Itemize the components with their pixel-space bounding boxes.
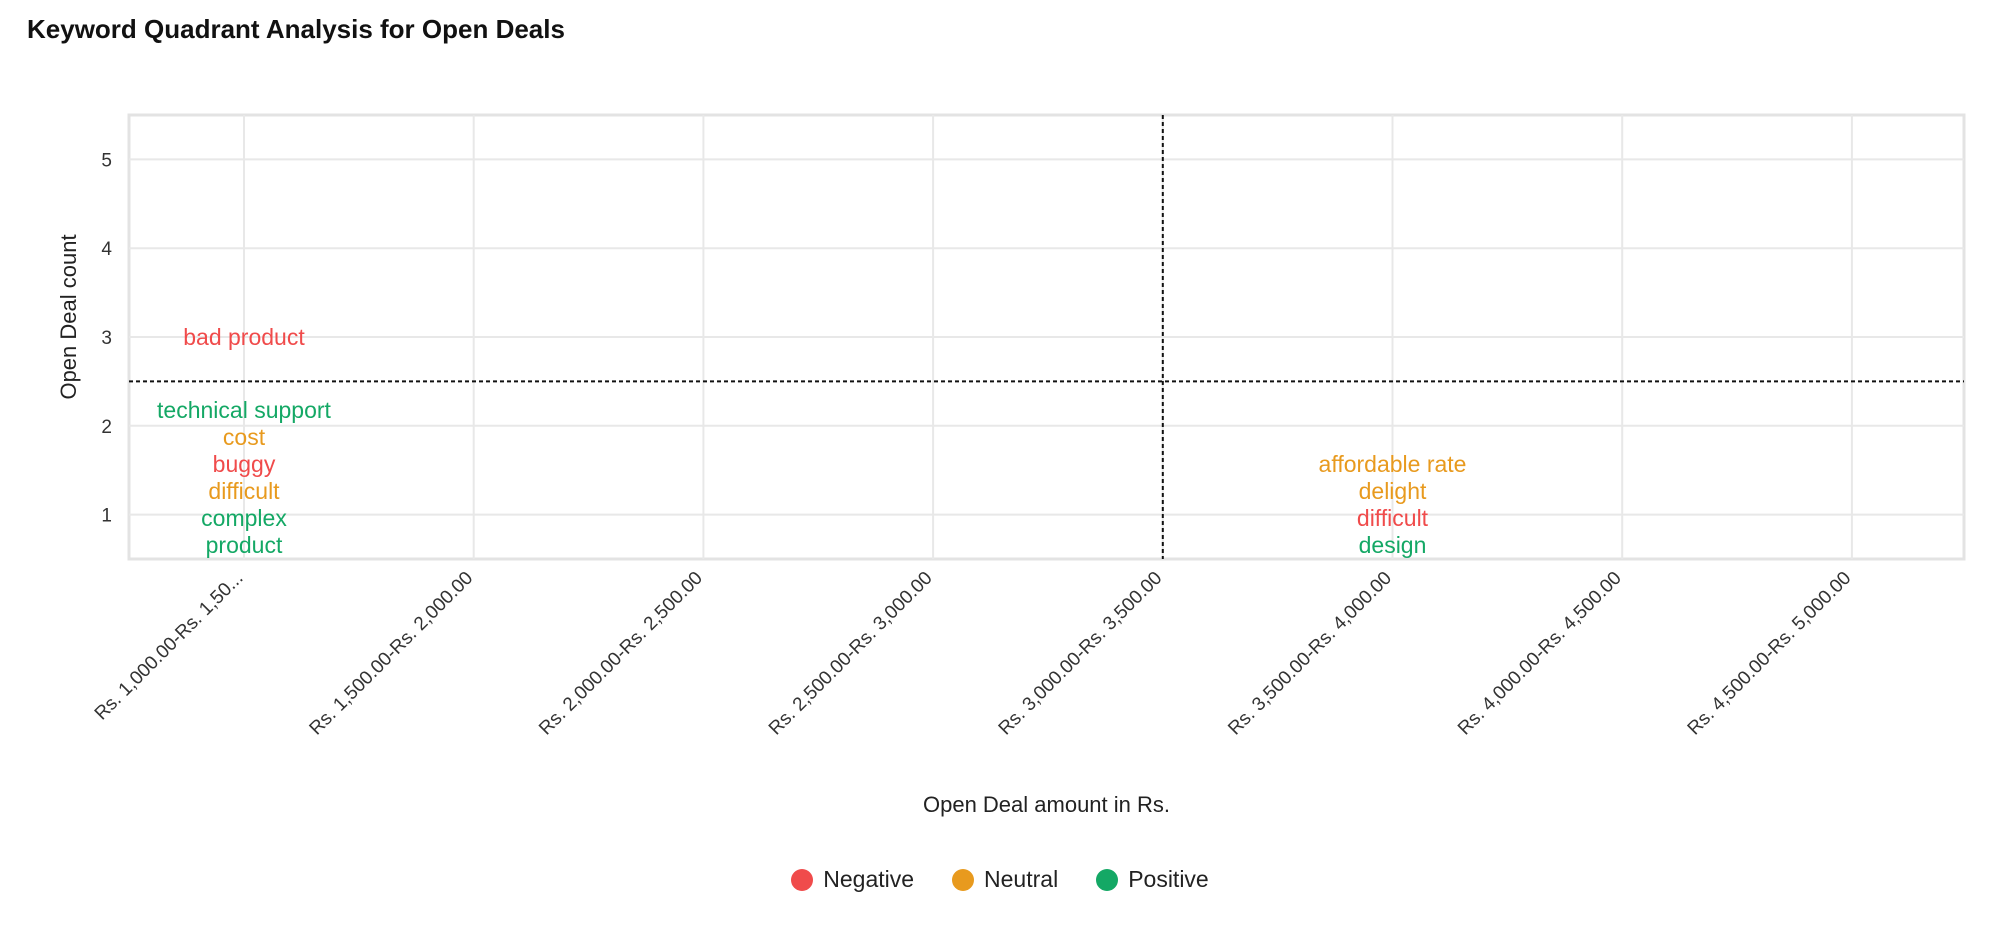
y-tick-label: 2 bbox=[101, 417, 112, 438]
legend-marker-icon bbox=[952, 868, 975, 891]
keyword-point: difficult bbox=[208, 478, 280, 504]
legend-label: Positive bbox=[1128, 866, 1209, 892]
x-tick-label: Rs. 2,000.00-Rs. 2,500.00 bbox=[535, 568, 707, 740]
x-tick-label: Rs. 3,500.00-Rs. 4,000.00 bbox=[1224, 568, 1396, 740]
legend-item-negative[interactable]: Negative bbox=[791, 866, 914, 893]
y-tick-label: 5 bbox=[101, 150, 112, 171]
legend-marker-icon bbox=[791, 868, 814, 891]
legend-item-positive[interactable]: Positive bbox=[1096, 866, 1209, 893]
keyword-point: buggy bbox=[213, 451, 276, 477]
legend: Negative Neutral Positive bbox=[0, 866, 2000, 893]
legend-label: Negative bbox=[823, 866, 915, 892]
keyword-point: cost bbox=[223, 424, 266, 450]
x-tick-label: Rs. 1,000.00-Rs. 1,50... bbox=[91, 568, 248, 725]
chart-title: Keyword Quadrant Analysis for Open Deals bbox=[27, 14, 565, 44]
x-tick-label: Rs. 3,000.00-Rs. 3,500.00 bbox=[995, 568, 1167, 740]
y-axis-title: Open Deal count bbox=[56, 234, 81, 399]
x-tick-label: Rs. 1,500.00-Rs. 2,000.00 bbox=[306, 568, 478, 740]
keyword-point: technical support bbox=[157, 397, 331, 423]
x-tick-label: Rs. 2,500.00-Rs. 3,000.00 bbox=[765, 568, 937, 740]
y-tick-label: 1 bbox=[101, 506, 112, 527]
y-tick-label: 3 bbox=[101, 328, 112, 349]
keyword-point: complex bbox=[201, 505, 287, 531]
legend-label: Neutral bbox=[984, 866, 1059, 892]
x-axis-title: Open Deal amount in Rs. bbox=[923, 792, 1170, 817]
keyword-point: delight bbox=[1359, 478, 1427, 504]
y-tick-label: 4 bbox=[101, 239, 112, 260]
keyword-point: design bbox=[1359, 532, 1427, 558]
legend-marker-icon bbox=[1096, 868, 1119, 891]
keyword-point: bad product bbox=[183, 324, 305, 350]
keyword-point: difficult bbox=[1357, 505, 1429, 531]
keyword-point: affordable rate bbox=[1319, 451, 1467, 477]
legend-item-neutral[interactable]: Neutral bbox=[952, 866, 1058, 893]
x-tick-label: Rs. 4,500.00-Rs. 5,000.00 bbox=[1684, 568, 1856, 740]
keyword-point: product bbox=[206, 532, 283, 558]
x-tick-label: Rs. 4,000.00-Rs. 4,500.00 bbox=[1454, 568, 1626, 740]
